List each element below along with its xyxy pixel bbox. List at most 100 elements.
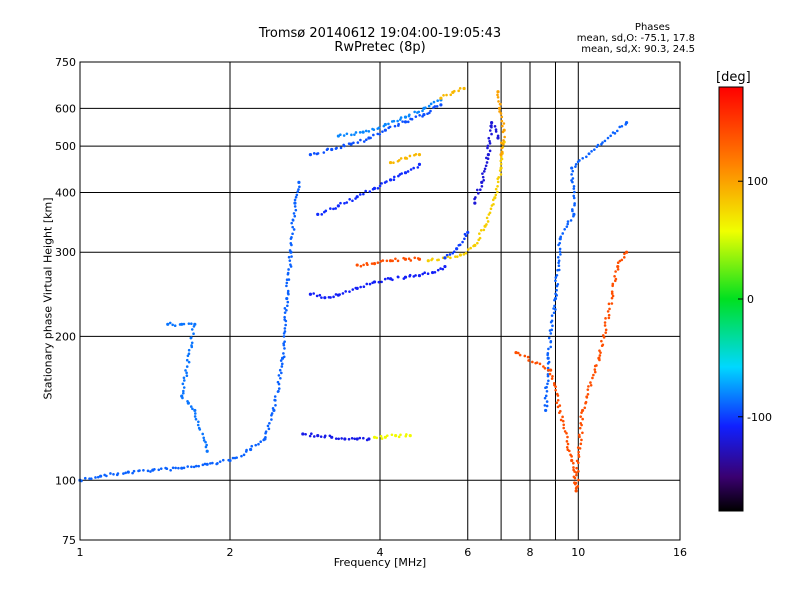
data-point [343, 202, 346, 205]
data-point [573, 202, 576, 205]
data-point [488, 139, 491, 143]
data-point [388, 259, 393, 263]
data-point [538, 362, 542, 366]
data-point [421, 109, 424, 113]
data-point [562, 426, 565, 430]
data-point [491, 198, 495, 202]
data-point [277, 389, 280, 393]
data-point [452, 250, 456, 253]
data-point [575, 471, 578, 474]
data-point [551, 324, 554, 328]
colorbar-tick-label: 100 [747, 175, 768, 188]
data-point [613, 132, 617, 135]
data-point [190, 328, 194, 331]
data-point [376, 132, 380, 136]
data-point [601, 141, 604, 144]
data-point [399, 118, 402, 121]
data-point [180, 322, 184, 326]
data-point [526, 355, 530, 359]
data-point [323, 434, 327, 438]
data-point [593, 148, 596, 151]
data-point [290, 221, 293, 225]
data-point [228, 458, 232, 463]
data-point [556, 405, 560, 409]
data-point [622, 256, 626, 259]
data-point [430, 270, 435, 275]
data-point [483, 167, 487, 171]
data-point [323, 296, 327, 300]
chart-title: Tromsø 20140612 19:04:00-19:05:43 [258, 26, 502, 41]
data-point [403, 275, 408, 279]
data-point [546, 373, 550, 376]
x-tick-label: 6 [464, 546, 471, 559]
data-point [585, 155, 588, 159]
data-point [579, 421, 583, 425]
data-point [496, 90, 500, 94]
data-point [442, 93, 445, 97]
data-point [216, 462, 219, 465]
data-point [417, 274, 422, 278]
colorbar-tick-label: -100 [747, 411, 772, 424]
colorbar-ticks: 100 0 -100 [738, 175, 772, 424]
data-point [573, 190, 576, 194]
data-point [391, 278, 394, 282]
data-point [417, 153, 422, 157]
data-point [443, 256, 447, 260]
data-point [293, 201, 297, 205]
data-point [580, 438, 583, 442]
data-point [458, 243, 462, 247]
data-point [618, 125, 622, 129]
data-point [496, 180, 500, 184]
data-point [182, 389, 185, 393]
data-point [211, 461, 214, 465]
data-point [268, 421, 271, 425]
data-point [267, 427, 271, 431]
data-point [364, 129, 368, 133]
data-point [464, 251, 468, 255]
data-point [138, 469, 141, 472]
data-point [408, 113, 411, 117]
data-point [126, 470, 130, 474]
data-point [276, 380, 280, 384]
data-point [457, 89, 460, 93]
data-point [290, 255, 293, 258]
data-point [413, 110, 416, 114]
data-point [187, 360, 191, 364]
data-point [557, 259, 561, 263]
data-point [462, 253, 466, 256]
data-point [287, 278, 291, 281]
data-point [405, 433, 408, 436]
data-point [280, 371, 283, 375]
data-point [485, 223, 488, 226]
data-point [205, 462, 209, 466]
data-point [485, 161, 489, 164]
data-point [334, 437, 338, 440]
data-point [603, 324, 607, 327]
data-point [578, 426, 582, 430]
data-point [436, 99, 439, 103]
data-point [362, 436, 365, 440]
data-point [297, 180, 301, 184]
data-point [572, 196, 576, 200]
data-point [194, 464, 198, 468]
data-point [396, 119, 399, 123]
data-point [601, 334, 605, 337]
data-point [343, 437, 347, 441]
data-point [610, 302, 614, 305]
data-point [286, 291, 290, 295]
data-point [380, 280, 383, 284]
data-point [550, 319, 554, 323]
data-point [287, 268, 290, 271]
data-point [487, 136, 491, 140]
data-point [624, 121, 629, 125]
data-point [385, 259, 389, 263]
data-point [449, 93, 453, 97]
data-point [349, 142, 353, 146]
data-point [502, 122, 506, 125]
data-point [578, 159, 581, 162]
data-point [593, 370, 597, 374]
data-point [546, 368, 550, 372]
data-point [231, 456, 235, 460]
data-point [193, 408, 197, 413]
data-point [439, 96, 443, 100]
